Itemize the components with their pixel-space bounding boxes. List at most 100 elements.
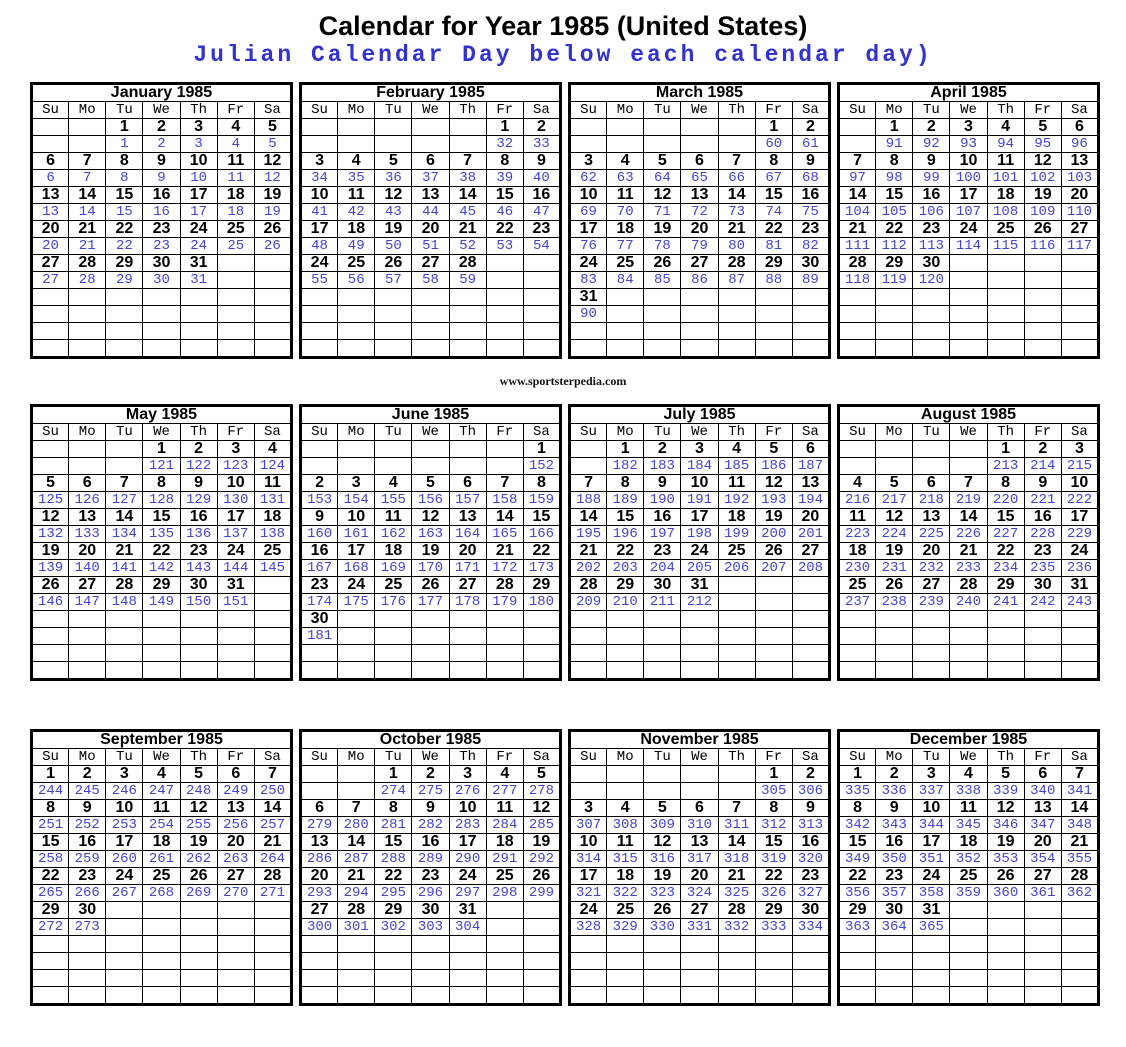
empty-cell bbox=[216, 271, 255, 289]
empty-cell bbox=[337, 440, 376, 458]
julian-day-cell: 363 bbox=[837, 918, 877, 936]
empty-cell bbox=[337, 322, 376, 340]
calendar-day-cell: 21 bbox=[485, 542, 524, 560]
empty-cell bbox=[68, 644, 107, 662]
julian-day-cell: 83 bbox=[568, 271, 608, 289]
calendar-day-cell: 17 bbox=[568, 867, 608, 885]
empty-cell bbox=[337, 935, 376, 953]
calendar-day-cell: 3 bbox=[105, 765, 144, 783]
calendar-day-cell: 8 bbox=[374, 799, 413, 817]
julian-day-cell: 304 bbox=[448, 918, 487, 936]
julian-day-cell: 222 bbox=[1060, 491, 1100, 509]
empty-cell bbox=[837, 440, 877, 458]
empty-cell bbox=[875, 627, 914, 645]
calendar-day-cell: 22 bbox=[754, 867, 793, 885]
empty-cell bbox=[142, 322, 181, 340]
calendar-day-cell: 5 bbox=[374, 152, 413, 170]
calendar-day-cell: 8 bbox=[837, 799, 877, 817]
empty-cell bbox=[606, 765, 645, 783]
empty-cell bbox=[337, 457, 376, 475]
empty-cell bbox=[949, 986, 988, 1005]
calendar-day-cell: 27 bbox=[912, 576, 951, 594]
calendar-day-cell: 27 bbox=[411, 254, 450, 272]
calendar-day-cell: 28 bbox=[717, 254, 756, 272]
weekday-header: We bbox=[680, 101, 719, 119]
weekday-header: We bbox=[680, 423, 719, 441]
empty-cell bbox=[374, 935, 413, 953]
calendar-day-cell: 25 bbox=[606, 901, 645, 919]
weekday-header: Su bbox=[837, 101, 877, 119]
calendar-day-cell: 18 bbox=[606, 867, 645, 885]
calendar-day-cell: 27 bbox=[299, 901, 339, 919]
julian-day-cell: 237 bbox=[837, 593, 877, 611]
empty-cell bbox=[411, 339, 450, 358]
julian-day-cell: 235 bbox=[1023, 559, 1062, 577]
calendar-day-cell: 6 bbox=[680, 799, 719, 817]
julian-day-cell: 172 bbox=[485, 559, 524, 577]
empty-cell bbox=[837, 457, 877, 475]
julian-day-cell: 71 bbox=[643, 203, 682, 221]
calendar-day-cell: 12 bbox=[643, 186, 682, 204]
calendar-day-cell: 14 bbox=[448, 186, 487, 204]
empty-cell bbox=[912, 644, 951, 662]
calendar-day-cell: 13 bbox=[680, 186, 719, 204]
empty-cell bbox=[791, 322, 831, 340]
calendar-day-cell: 4 bbox=[374, 474, 413, 492]
empty-cell bbox=[299, 339, 339, 358]
calendar-day-cell: 11 bbox=[485, 799, 524, 817]
empty-cell bbox=[1060, 644, 1100, 662]
empty-cell bbox=[522, 986, 562, 1005]
month-block-january: January 1985 Su Mo Tu We Th Fr Sa 1 2 3 4 5 1 2 3 4 5 6 7 8 9… bbox=[30, 82, 293, 359]
calendar-day-cell: 6 bbox=[1060, 118, 1100, 136]
calendar-day-cell: 5 bbox=[253, 118, 293, 136]
empty-cell bbox=[105, 610, 144, 628]
calendar-day-cell: 9 bbox=[299, 508, 339, 526]
julian-day-cell: 337 bbox=[912, 782, 951, 800]
calendar-day-cell: 4 bbox=[986, 118, 1025, 136]
empty-cell bbox=[680, 339, 719, 358]
empty-cell bbox=[105, 339, 144, 358]
weekday-header: Mo bbox=[606, 423, 645, 441]
calendar-day-cell: 5 bbox=[986, 765, 1025, 783]
empty-cell bbox=[485, 339, 524, 358]
calendar-day-cell: 8 bbox=[606, 474, 645, 492]
calendar-day-cell: 13 bbox=[68, 508, 107, 526]
month-title: January 1985 bbox=[31, 83, 292, 102]
julian-day-cell: 50 bbox=[374, 237, 413, 255]
calendar-day-cell: 5 bbox=[522, 765, 562, 783]
month-title: December 1985 bbox=[838, 730, 1099, 749]
calendar-day-cell: 19 bbox=[522, 833, 562, 851]
calendar-day-cell: 16 bbox=[912, 186, 951, 204]
julian-day-cell: 124 bbox=[253, 457, 293, 475]
weekday-header: Mo bbox=[606, 101, 645, 119]
julian-day-cell: 261 bbox=[142, 850, 181, 868]
empty-cell bbox=[30, 935, 70, 953]
calendar-day-cell: 10 bbox=[299, 186, 339, 204]
page-subtitle: Julian Calendar Day below each calendar … bbox=[193, 42, 933, 68]
calendar-day-cell: 14 bbox=[949, 508, 988, 526]
julian-day-cell: 277 bbox=[485, 782, 524, 800]
calendar-day-cell: 26 bbox=[643, 254, 682, 272]
calendar-day-cell: 3 bbox=[912, 765, 951, 783]
empty-cell bbox=[142, 288, 181, 306]
empty-cell bbox=[680, 610, 719, 628]
empty-cell bbox=[374, 440, 413, 458]
calendar-day-cell: 24 bbox=[299, 254, 339, 272]
empty-cell bbox=[253, 644, 293, 662]
empty-cell bbox=[142, 969, 181, 987]
julian-day-cell: 8 bbox=[105, 169, 144, 187]
empty-cell bbox=[374, 644, 413, 662]
calendar-day-cell: 7 bbox=[448, 152, 487, 170]
empty-cell bbox=[179, 627, 218, 645]
julian-day-cell: 264 bbox=[253, 850, 293, 868]
julian-day-cell: 10 bbox=[179, 169, 218, 187]
empty-cell bbox=[717, 765, 756, 783]
empty-cell bbox=[337, 118, 376, 136]
empty-cell bbox=[448, 661, 487, 680]
julian-day-cell: 120 bbox=[912, 271, 951, 289]
empty-cell bbox=[105, 986, 144, 1005]
julian-day-cell: 72 bbox=[680, 203, 719, 221]
weekday-header: Mo bbox=[337, 101, 376, 119]
empty-cell bbox=[680, 288, 719, 306]
weekday-header: Th bbox=[986, 101, 1025, 119]
